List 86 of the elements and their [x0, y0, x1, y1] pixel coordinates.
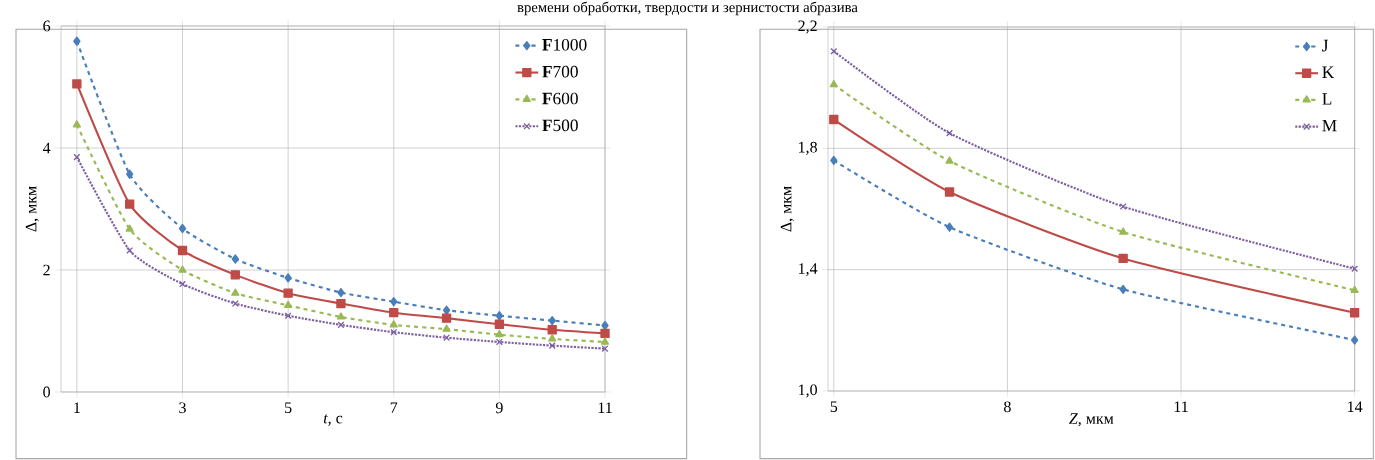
point — [72, 79, 82, 89]
legend-label: F700 — [542, 65, 578, 78]
point — [126, 246, 134, 254]
point — [231, 300, 239, 308]
y-tick-label: 6 — [43, 20, 51, 32]
point — [178, 280, 186, 288]
point — [548, 315, 556, 326]
point — [548, 342, 556, 350]
point — [178, 265, 187, 273]
point — [1350, 335, 1359, 345]
point — [1119, 284, 1127, 295]
point — [944, 187, 955, 197]
point — [389, 308, 399, 318]
point — [600, 328, 610, 339]
point — [1118, 253, 1128, 264]
legend-label: K — [1322, 66, 1335, 78]
point — [1119, 227, 1128, 235]
point — [283, 300, 293, 309]
x-tick-label: 7 — [390, 402, 398, 413]
y-tick-label: 1,8 — [799, 141, 817, 155]
legend-label: F1000 — [542, 38, 587, 51]
x-tick-label: 11 — [1174, 401, 1188, 412]
x-axis-title: Z, мкм — [1069, 413, 1114, 427]
legend-label: L — [1322, 93, 1332, 105]
point — [125, 224, 134, 232]
point — [495, 338, 503, 346]
point — [494, 319, 505, 329]
point — [231, 288, 240, 296]
point — [1349, 308, 1360, 318]
point — [283, 288, 293, 298]
point — [829, 79, 838, 88]
point — [126, 169, 134, 179]
point — [231, 254, 239, 264]
point — [441, 313, 452, 323]
legend-label: J — [1322, 39, 1329, 52]
x-tick-label: 11 — [598, 402, 612, 413]
point — [442, 305, 451, 315]
y-tick-label: 4 — [42, 142, 51, 154]
point — [125, 199, 135, 209]
x-tick-label: 8 — [1004, 401, 1011, 413]
point — [177, 245, 188, 256]
x-tick-label: 14 — [1348, 401, 1363, 412]
y-tick-label: 1,4 — [799, 263, 818, 277]
text: времени обработки, твердости и зернистости абразива — [517, 1, 858, 16]
point — [72, 120, 81, 128]
legend-label: M — [1322, 119, 1337, 132]
point — [1119, 203, 1127, 211]
point — [178, 223, 187, 234]
y-tick-label: 0 — [43, 386, 50, 398]
point — [829, 114, 839, 125]
point — [830, 155, 838, 166]
y-tick-label: 2,2 — [798, 20, 817, 34]
y-tick-label: 1,0 — [799, 384, 817, 398]
point — [495, 329, 504, 338]
x-tick-label: 5 — [285, 402, 292, 414]
point — [548, 334, 557, 342]
point — [547, 325, 557, 335]
point — [946, 129, 954, 137]
y-tick-label: 2 — [43, 264, 50, 276]
point — [945, 156, 954, 164]
point — [284, 273, 292, 283]
point — [442, 324, 451, 332]
point — [1350, 285, 1359, 293]
point — [73, 36, 81, 46]
x-tick-label: 3 — [179, 402, 186, 414]
point — [495, 311, 504, 321]
x-tick-label: 1 — [74, 402, 80, 413]
x-tick-label: 5 — [830, 401, 838, 413]
point — [389, 320, 398, 328]
legend-label: F600 — [542, 92, 578, 105]
point — [945, 222, 954, 232]
point — [336, 312, 346, 320]
point — [601, 345, 609, 353]
x-axis-title: t, с — [323, 414, 343, 426]
point — [336, 298, 346, 309]
point — [1351, 265, 1359, 273]
x-tick-label: 9 — [495, 402, 503, 414]
point — [284, 312, 292, 320]
point — [600, 337, 610, 345]
point — [230, 270, 240, 280]
y-axis-title: Δ, мкм — [780, 186, 794, 232]
y-axis-title: Δ, мкм — [25, 186, 39, 232]
point — [443, 334, 451, 342]
point — [390, 297, 398, 307]
point — [337, 287, 345, 298]
legend-label: F500 — [542, 119, 578, 132]
